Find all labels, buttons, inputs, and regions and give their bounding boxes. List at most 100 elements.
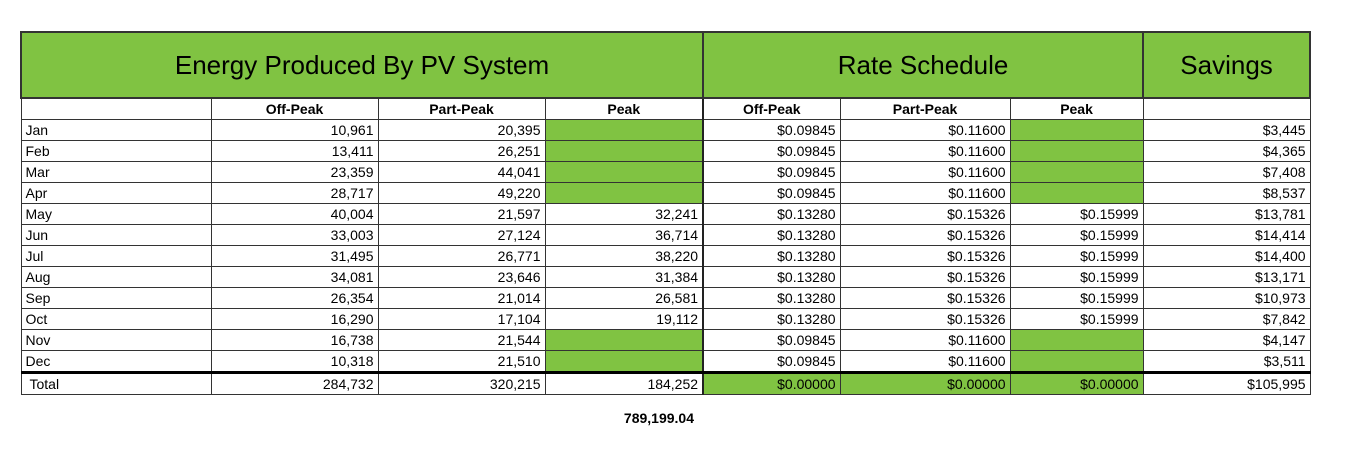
energy-partpeak-cell: 26,251 [377,140,546,162]
energy-partpeak-cell: 44,041 [377,161,546,183]
spreadsheet: Energy Produced By PV System Rate Schedu… [19,31,1312,395]
rate-partpeak-subheader: Part-Peak [839,98,1011,120]
grand-total: 789,199.04 [623,410,694,426]
rate-offpeak-cell: $0.09845 [702,140,841,162]
savings-cell: $7,408 [1142,161,1311,183]
energy-partpeak-cell: 27,124 [377,224,546,246]
rate-peak-cell [1009,350,1144,373]
savings-cell: $14,400 [1142,245,1311,267]
rate-schedule-header: Rate Schedule [702,31,1145,99]
energy-peak-cell: 32,241 [544,203,704,225]
rate-offpeak-cell: $0.13280 [702,308,841,330]
month-cell: Nov [20,329,212,351]
table-row: Feb 13,411 26,251 $0.09845 $0.11600 $4,365 [20,140,1311,162]
energy-partpeak-cell: 20,395 [377,119,546,141]
rate-partpeak-cell: $0.11600 [839,350,1011,373]
energy-offpeak-cell: 31,495 [210,245,379,267]
table-row: Apr 28,717 49,220 $0.09845 $0.11600 $8,537 [20,182,1311,204]
table-row: Aug 34,081 23,646 31,384 $0.13280 $0.15326 $0.… [20,266,1311,288]
savings-cell: $8,537 [1142,182,1311,204]
energy-offpeak-cell: 16,290 [210,308,379,330]
energy-partpeak-subheader: Part-Peak [377,98,546,120]
energy-partpeak-cell: 21,597 [377,203,546,225]
table-row: Sep 26,354 21,014 26,581 $0.13280 $0.15326 $0.… [20,287,1311,309]
table-row: Jan 10,961 20,395 $0.09845 $0.11600 $3,445 [20,119,1311,141]
rate-offpeak-subheader: Off-Peak [702,98,841,120]
energy-offpeak-cell: 33,003 [210,224,379,246]
total-row: Total 284,732 320,215 184,252 $0.00000 $0.000… [20,371,1311,395]
energy-peak-cell [544,350,704,373]
month-cell: Sep [20,287,212,309]
energy-header: Energy Produced By PV System [19,31,705,99]
month-cell: Jun [20,224,212,246]
energy-peak-cell [544,119,704,141]
energy-peak-cell: 184,252 [544,371,704,395]
energy-offpeak-cell: 26,354 [210,287,379,309]
energy-partpeak-cell: 320,215 [377,371,546,395]
month-cell: May [20,203,212,225]
energy-offpeak-cell: 10,318 [210,350,379,373]
savings-cell: $105,995 [1142,371,1311,395]
rate-partpeak-cell: $0.11600 [839,140,1011,162]
table-row: Nov 16,738 21,544 $0.09845 $0.11600 $4,147 [20,329,1311,351]
rate-peak-cell [1009,119,1144,141]
rate-peak-cell: $0.15999 [1009,203,1144,225]
energy-peak-cell: 31,384 [544,266,704,288]
rate-offpeak-cell: $0.13280 [702,224,841,246]
energy-offpeak-cell: 23,359 [210,161,379,183]
month-cell: Oct [20,308,212,330]
rate-offpeak-cell: $0.09845 [702,161,841,183]
rate-peak-cell: $0.15999 [1009,308,1144,330]
table-row: May 40,004 21,597 32,241 $0.13280 $0.15326 $0.… [20,203,1311,225]
energy-partpeak-cell: 26,771 [377,245,546,267]
pv-savings-table: Energy Produced By PV System Rate Schedu… [19,31,1312,395]
energy-peak-cell: 26,581 [544,287,704,309]
energy-partpeak-cell: 21,510 [377,350,546,373]
energy-offpeak-subheader: Off-Peak [210,98,379,120]
subheader-row: Off-Peak Part-Peak Peak Off-Peak Part-Pe… [20,98,1311,120]
rate-offpeak-cell: $0.09845 [702,329,841,351]
savings-cell: $4,147 [1142,329,1311,351]
energy-peak-cell: 36,714 [544,224,704,246]
rate-partpeak-cell: $0.15326 [839,203,1011,225]
rate-partpeak-cell: $0.15326 [839,308,1011,330]
rate-peak-cell: $0.15999 [1009,224,1144,246]
energy-peak-cell: 38,220 [544,245,704,267]
rate-partpeak-cell: $0.11600 [839,329,1011,351]
rate-partpeak-cell: $0.15326 [839,245,1011,267]
header-row: Energy Produced By PV System Rate Schedu… [19,31,1312,99]
rate-offpeak-cell: $0.13280 [702,266,841,288]
energy-offpeak-cell: 284,732 [210,371,379,395]
table-body: Jan 10,961 20,395 $0.09845 $0.11600 $3,445 Feb… [20,119,1311,395]
rate-partpeak-cell: $0.11600 [839,161,1011,183]
savings-cell: $3,511 [1142,350,1311,373]
month-cell: Apr [20,182,212,204]
energy-peak-subheader: Peak [544,98,704,120]
table-row: Dec 10,318 21,510 $0.09845 $0.11600 $3,511 [20,350,1311,373]
month-subheader [20,98,212,120]
rate-partpeak-cell: $0.15326 [839,266,1011,288]
rate-partpeak-cell: $0.11600 [839,119,1011,141]
savings-cell: $10,973 [1142,287,1311,309]
table-row: Oct 16,290 17,104 19,112 $0.13280 $0.15326 $0.… [20,308,1311,330]
energy-offpeak-cell: 28,717 [210,182,379,204]
rate-peak-cell: $0.00000 [1009,371,1144,395]
rate-peak-cell [1009,182,1144,204]
rate-offpeak-cell: $0.09845 [702,119,841,141]
energy-offpeak-cell: 13,411 [210,140,379,162]
rate-peak-cell: $0.15999 [1009,287,1144,309]
month-cell: Total [20,371,212,395]
rate-offpeak-cell: $0.09845 [702,350,841,373]
month-cell: Dec [20,350,212,373]
table-row: Mar 23,359 44,041 $0.09845 $0.11600 $7,408 [20,161,1311,183]
rate-offpeak-cell: $0.00000 [702,371,841,395]
energy-offpeak-cell: 34,081 [210,266,379,288]
rate-partpeak-cell: $0.11600 [839,182,1011,204]
energy-partpeak-cell: 21,544 [377,329,546,351]
energy-partpeak-cell: 49,220 [377,182,546,204]
energy-offpeak-cell: 16,738 [210,329,379,351]
energy-offpeak-cell: 40,004 [210,203,379,225]
rate-offpeak-cell: $0.09845 [702,182,841,204]
rate-partpeak-cell: $0.00000 [839,371,1011,395]
energy-partpeak-cell: 23,646 [377,266,546,288]
